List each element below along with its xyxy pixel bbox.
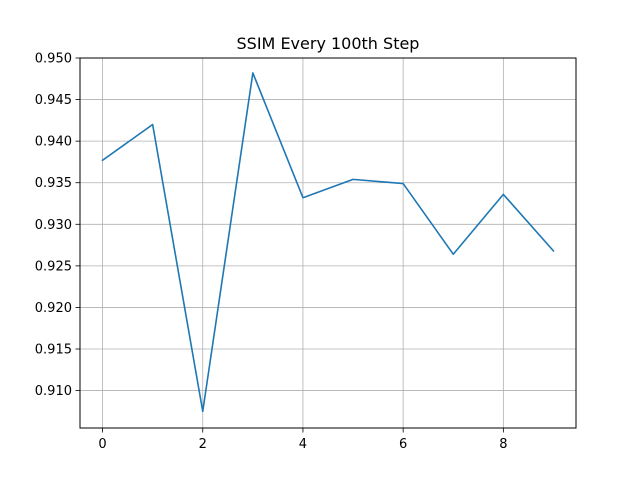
chart-title: SSIM Every 100th Step [237,34,420,53]
x-tick-label: 8 [499,437,507,452]
x-tick-label: 4 [299,437,307,452]
x-tick-label: 2 [199,437,207,452]
series-line [101,72,555,413]
plot-frame [79,57,577,429]
y-tick-label: 0.950 [35,52,72,67]
x-axis: 0 2 4 6 8 [98,428,507,452]
y-tick-label: 0.925 [35,259,72,274]
y-tick-label: 0.920 [35,301,72,316]
y-tick-label: 0.945 [35,93,72,108]
series-lines [101,72,555,413]
x-tick-label: 6 [399,437,407,452]
x-tick-label: 0 [98,437,106,452]
y-tick-label: 0.930 [35,218,72,233]
y-tick-label: 0.940 [35,135,72,150]
y-tick-label: 0.935 [35,176,72,191]
y-axis: 0.910 0.915 0.920 0.925 0.930 0.935 0.940 0.945… [35,52,80,399]
y-tick-label: 0.910 [35,384,72,399]
y-tick-label: 0.915 [35,343,72,358]
